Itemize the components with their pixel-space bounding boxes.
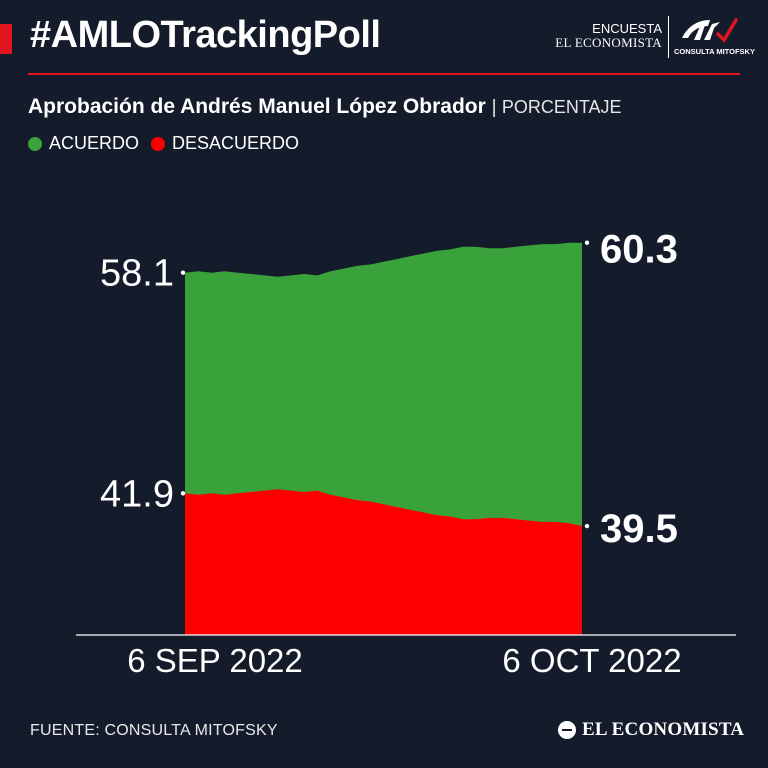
legend-label-desacuerdo: DESACUERDO <box>172 133 300 153</box>
chart-legend: ACUERDO DESACUERDO <box>28 133 311 154</box>
label-end-acuerdo: 60.3 <box>600 228 678 272</box>
legend-label-acuerdo: ACUERDO <box>49 133 140 153</box>
end-marker-desacuerdo <box>584 523 590 529</box>
footer-source: FUENTE: CONSULTA MITOFSKY <box>30 722 278 739</box>
header-accent-bar <box>0 24 12 54</box>
chart-subtitle: Aprobación de Andrés Manuel López Obrado… <box>28 95 622 119</box>
el-economista-icon <box>558 721 576 739</box>
label-end-desacuerdo: 39.5 <box>600 507 678 551</box>
footer-brand-logo: EL ECONOMISTA <box>558 719 744 741</box>
hashtag-title: #AMLOTrackingPoll <box>30 14 381 56</box>
mitofsky-brand: CONSULTA MITOFSKY <box>674 47 755 56</box>
encuesta-line-1: ENCUESTA <box>592 21 662 36</box>
x-tick-label-start: 6 SEP 2022 <box>127 642 303 679</box>
series-area-desacuerdo <box>185 489 582 635</box>
x-tick-label-end: 6 OCT 2022 <box>502 642 681 679</box>
label-start-acuerdo: 58.1 <box>100 253 174 295</box>
mitofsky-logo: CONSULTA MITOFSKY <box>674 12 755 60</box>
encuesta-line-2: EL ECONOMISTA <box>555 35 662 50</box>
header-rule <box>28 73 740 75</box>
start-marker-acuerdo <box>180 270 186 275</box>
legend-dot-acuerdo <box>28 136 42 151</box>
chart-title: Aprobación de Andrés Manuel López Obrado… <box>28 95 486 118</box>
encuesta-label: ENCUESTA EL ECONOMISTA <box>552 22 662 50</box>
start-marker-desacuerdo <box>180 491 186 496</box>
label-start-desacuerdo: 41.9 <box>100 473 174 515</box>
legend-dot-desacuerdo <box>151 136 166 151</box>
header-divider <box>668 16 669 58</box>
end-marker-acuerdo <box>584 240 590 245</box>
legend-item-acuerdo: ACUERDO <box>28 133 139 154</box>
legend-item-desacuerdo: DESACUERDO <box>151 133 299 154</box>
footer-brand: EL ECONOMISTA <box>582 719 745 740</box>
mitofsky-emblem-icon <box>682 18 738 43</box>
title-separator: | <box>491 97 502 118</box>
chart-unit: PORCENTAJE <box>501 97 622 117</box>
